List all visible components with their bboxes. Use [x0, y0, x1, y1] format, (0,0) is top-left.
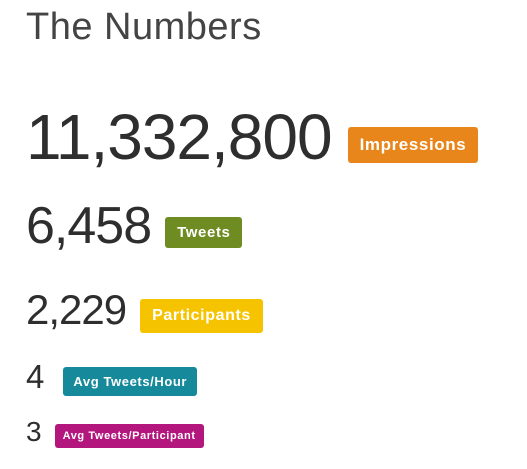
stat-badge: Participants [140, 298, 263, 333]
stat-badge: Avg Tweets/Participant [54, 423, 204, 448]
stat-value: 3 [26, 416, 42, 447]
stat-value: 4 [26, 358, 44, 395]
stat-value: 6,458 [26, 197, 152, 255]
stat-value: 2,229 [26, 286, 127, 333]
stat-badge: Avg Tweets/Hour [63, 366, 198, 396]
stat-row: 6,458 Tweets [26, 196, 243, 256]
stat-row: 2,229 Participants [26, 286, 263, 334]
stat-badge: Impressions [347, 127, 479, 163]
title: The Numbers [26, 6, 262, 48]
stat-row: 3 Avg Tweets/Participant [26, 416, 204, 448]
stat-badge: Tweets [165, 217, 243, 248]
stat-row: 4 Avg Tweets/Hour [26, 358, 198, 396]
stat-value: 11,332,800 [26, 101, 333, 173]
stat-row: 11,332,800 Impressions [26, 100, 479, 174]
